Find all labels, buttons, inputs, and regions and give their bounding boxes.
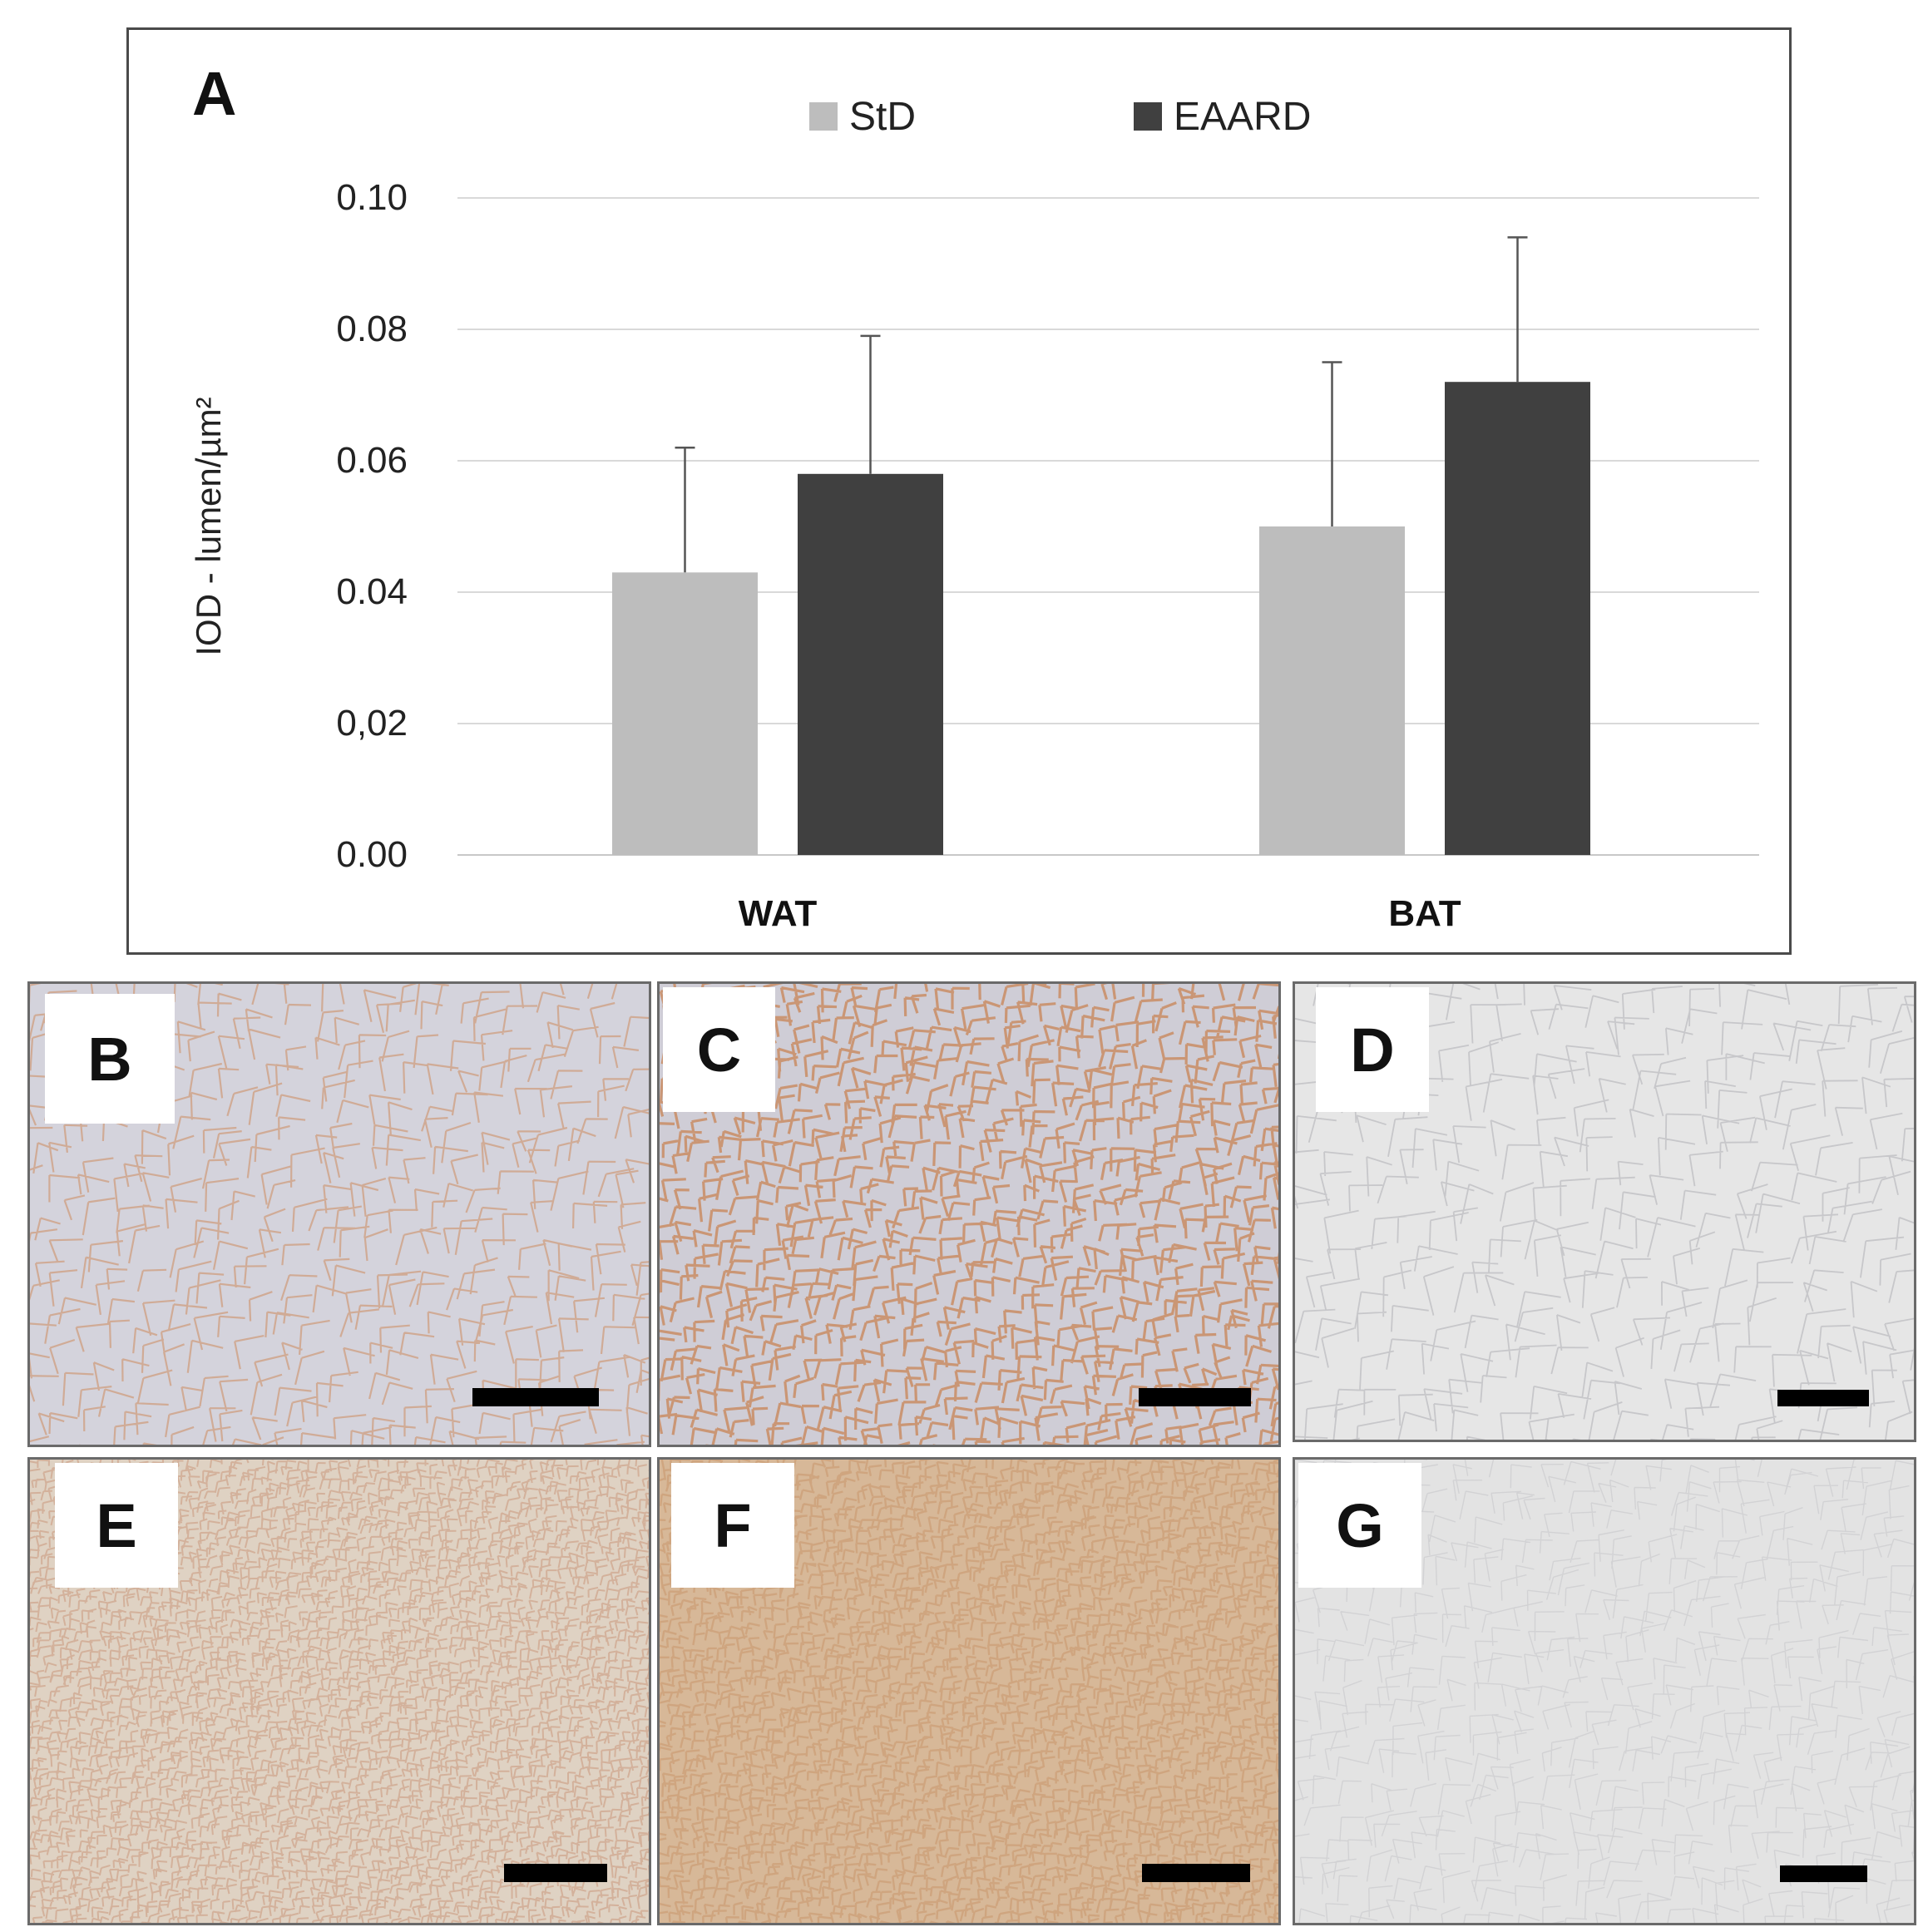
panel-label-c: C xyxy=(663,987,775,1112)
scale-bar-d xyxy=(1777,1390,1869,1406)
y-tick-label: 0.10 xyxy=(336,177,408,218)
bar-std-wat xyxy=(612,572,758,855)
scale-bar-c xyxy=(1139,1388,1251,1406)
micrograph-panel-c: C xyxy=(657,981,1281,1447)
legend-label-eaard: EAARD xyxy=(1174,95,1311,139)
bar-chart: 0.00 0,02 0.04 0.06 0.08 0.10 IOD - lumen/µm² W… xyxy=(189,59,1759,934)
panel-label-f: F xyxy=(671,1463,794,1588)
cell-membrane-pattern xyxy=(30,984,649,1445)
panel-label-e: E xyxy=(55,1463,178,1588)
panel-label-d: D xyxy=(1316,987,1429,1112)
micrograph-panel-g: G xyxy=(1293,1457,1916,1925)
panel-label-g: G xyxy=(1298,1463,1421,1588)
y-tick-label: 0.06 xyxy=(336,440,408,481)
y-axis-label: IOD - lumen/µm² xyxy=(189,397,228,655)
scale-bar-e xyxy=(504,1864,607,1882)
scale-bar-b xyxy=(472,1388,599,1406)
bar-eaard-bat xyxy=(1445,382,1590,855)
y-tick-label: 0.08 xyxy=(336,309,408,349)
micrograph-panel-d: D xyxy=(1293,981,1916,1442)
panel-label-a: A xyxy=(192,59,236,128)
y-tick-label: 0,02 xyxy=(336,703,408,744)
panel-label-b: B xyxy=(45,994,175,1124)
y-tick-label: 0.00 xyxy=(336,834,408,875)
y-tick-label: 0.04 xyxy=(336,571,408,612)
legend-swatch-eaard xyxy=(1134,102,1162,131)
micrograph-panel-b: B xyxy=(27,981,651,1447)
cell-membrane-pattern xyxy=(660,1460,1278,1923)
x-category-label: BAT xyxy=(1388,893,1461,934)
chart-panel-a: 0.00 0,02 0.04 0.06 0.08 0.10 IOD - lumen/µm² W… xyxy=(126,27,1792,955)
micrograph-panel-e: E xyxy=(27,1457,651,1925)
micrograph-panel-f: F xyxy=(657,1457,1281,1925)
x-category-label: WAT xyxy=(739,893,818,934)
legend-swatch-std xyxy=(809,102,838,131)
cell-membrane-pattern xyxy=(30,1460,649,1923)
bar-eaard-wat xyxy=(798,473,943,855)
cell-membrane-pattern xyxy=(1295,984,1914,1440)
scale-bar-f xyxy=(1142,1864,1250,1882)
scale-bar-g xyxy=(1780,1865,1867,1882)
legend-label-std: StD xyxy=(849,95,916,139)
bar-std-bat xyxy=(1259,526,1405,855)
